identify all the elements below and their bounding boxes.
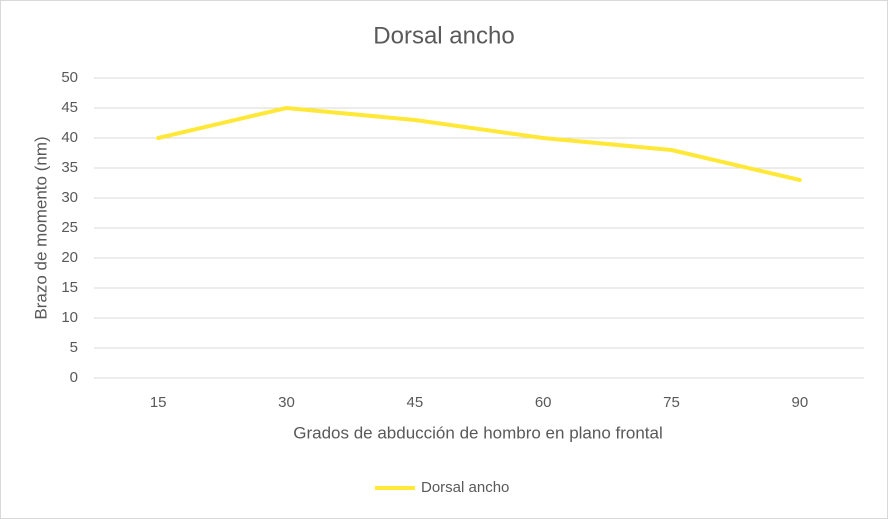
x-axis-title: Grados de abducción de hombro en plano f… [293,423,663,442]
y-axis-title: Brazo de momento (nm) [31,136,50,319]
y-tick-label: 0 [70,369,78,386]
x-tick-label: 60 [535,394,552,411]
legend-label: Dorsal ancho [421,479,509,496]
x-tick-label: 15 [150,394,167,411]
y-tick-label: 25 [61,219,78,236]
y-tick-label: 35 [61,159,78,176]
y-tick-label: 15 [61,279,78,296]
y-tick-label: 40 [61,129,78,146]
x-tick-label: 90 [791,394,808,411]
data-line [156,106,802,182]
x-tick-label: 75 [663,394,680,411]
y-tick-label: 50 [61,69,78,86]
y-tick-label: 20 [61,249,78,266]
y-tick-label: 45 [61,99,78,116]
y-tick-label: 30 [61,189,78,206]
y-tick-label: 10 [61,309,78,326]
x-tick-label: 45 [406,394,423,411]
y-tick-label: 5 [70,339,78,356]
x-tick-label: 30 [278,394,295,411]
chart-title: Dorsal ancho [373,22,514,49]
